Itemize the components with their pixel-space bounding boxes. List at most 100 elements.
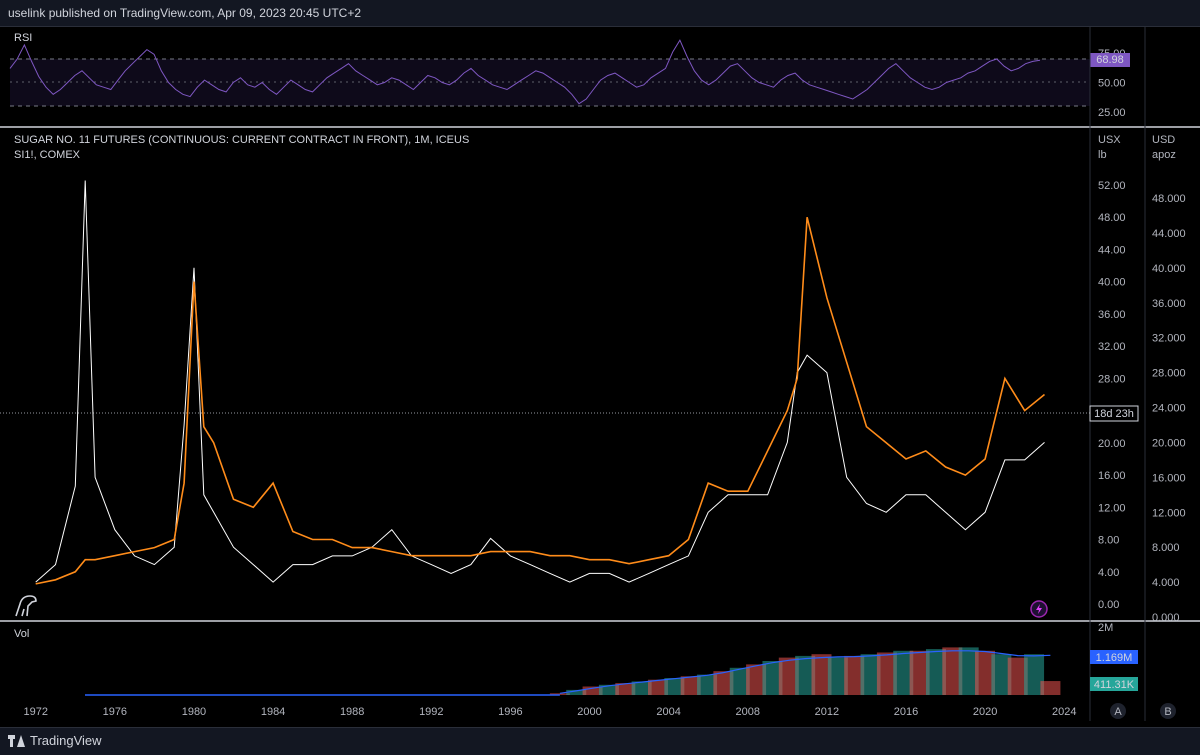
rsi-tick-label: 50.00 [1098,78,1126,90]
publish-header: uselink published on TradingView.com, Ap… [0,0,1200,27]
volume-bar [975,650,996,695]
countdown-value: 18d 23h [1094,408,1134,420]
left-tick-label: 4.00 [1098,567,1119,579]
dinosaur-icon[interactable] [15,595,37,617]
footer-bar: TradingView [0,727,1200,755]
time-tick-label: 2004 [656,706,680,718]
axis-button-a-label: A [1114,706,1122,718]
right-tick-label: 36.000 [1152,298,1186,310]
left-tick-label: 36.00 [1098,309,1126,321]
volume-bar [664,678,685,695]
countdown-badge [1089,405,1139,422]
volume-bar [1007,657,1028,695]
axis-button-a[interactable] [1110,703,1126,719]
right-price-axis: 48.000 44.000 40.000 36.000 32.000 28.000 24.0… [1152,193,1186,624]
right-tick-label: 16.000 [1152,472,1186,484]
main-title: SUGAR NO. 11 FUTURES (CONTINUOUS: CURREN… [14,134,469,146]
volume-ma-value: 1.169M [1096,652,1133,664]
rsi-label: RSI [14,32,32,44]
sugar-series-line [35,217,1046,585]
volume-bar [876,652,897,695]
rsi-tick-label: 25.00 [1098,107,1126,119]
left-tick-label: 20.00 [1098,438,1126,450]
left-tick-label: 16.00 [1098,470,1126,482]
volume-bar [958,647,979,695]
right-tick-label: 24.000 [1152,403,1186,415]
volume-bar [762,661,783,695]
right-tick-label: 12.000 [1152,507,1186,519]
volume-bar [1040,681,1061,695]
brand-name: TradingView [30,733,102,748]
volume-bar [582,686,603,695]
time-tick-label: 2020 [973,706,997,718]
left-unit-1: USX [1098,134,1121,146]
axis-button-b-label: B [1164,706,1171,718]
lightning-icon[interactable] [1030,600,1048,618]
rsi-line [9,39,1041,105]
left-tick-label: 40.00 [1098,277,1126,289]
time-tick-label: 2008 [736,706,760,718]
right-tick-label: 4.000 [1152,577,1180,589]
time-tick-label: 1976 [103,706,127,718]
left-price-axis: 52.00 48.00 44.00 40.00 36.00 32.00 28.00 20.00… [1098,180,1126,611]
right-tick-label: 20.000 [1152,437,1186,449]
volume-label: Vol [14,628,29,640]
volume-bar [1024,654,1045,695]
volume-bar [778,657,799,695]
main-subtitle: SI1!, COMEX [14,149,81,161]
volume-badge [1090,677,1138,691]
time-tick-label: 1980 [182,706,206,718]
volume-bar [925,649,946,695]
volume-bar [729,667,750,695]
time-tick-label: 1972 [23,706,47,718]
volume-bar [746,664,767,695]
right-tick-label: 40.000 [1152,263,1186,275]
left-tick-label: 48.00 [1098,212,1126,224]
volume-bar [598,684,619,695]
tradingview-logo[interactable]: TradingView [8,733,102,748]
right-tick-label: 28.000 [1152,368,1186,380]
rsi-current-value: 68.98 [1096,54,1124,66]
silver-series-line [35,180,1045,583]
time-tick-label: 1996 [498,706,522,718]
volume-bar [795,655,816,695]
volume-bar [909,650,930,695]
volume-bar [811,654,832,695]
left-tick-label: 32.00 [1098,341,1126,353]
volume-bar [942,647,963,695]
volume-bar [844,655,865,695]
volume-bar [860,654,881,695]
volume-bars [85,647,1061,696]
volume-bar [827,657,848,695]
right-tick-label: 8.000 [1152,542,1180,554]
time-axis: 1972 1976 1980 1984 1988 1992 1996 2000 2004 2008… [23,706,1076,718]
volume-bar [566,689,587,695]
right-unit-1: USD [1152,134,1175,146]
left-tick-label: 0.00 [1098,599,1119,611]
time-tick-label: 1992 [419,706,443,718]
right-unit-2: apoz [1152,149,1176,161]
left-tick-label: 8.00 [1098,535,1119,547]
volume-bar [549,693,570,695]
volume-bar [680,676,701,695]
volume-top-tick: 2M [1098,622,1113,634]
axis-button-b[interactable] [1160,703,1176,719]
time-tick-label: 2024 [1052,706,1076,718]
right-tick-label: 48.000 [1152,193,1186,205]
publish-text: uselink published on TradingView.com, Ap… [8,6,362,20]
volume-bar [713,671,734,695]
volume-ma-badge [1090,650,1138,664]
right-tick-label: 44.000 [1152,228,1186,240]
volume-bar [893,650,914,695]
left-tick-label: 28.00 [1098,373,1126,385]
time-tick-label: 2012 [815,706,839,718]
volume-value: 411.31K [1094,679,1135,691]
right-tick-label: 0.000 [1152,612,1180,624]
volume-bar [647,679,668,695]
volume-bar [631,681,652,695]
left-tick-label: 52.00 [1098,180,1126,192]
time-tick-label: 1988 [340,706,364,718]
left-unit-2: lb [1098,149,1107,161]
volume-bar [697,674,718,695]
